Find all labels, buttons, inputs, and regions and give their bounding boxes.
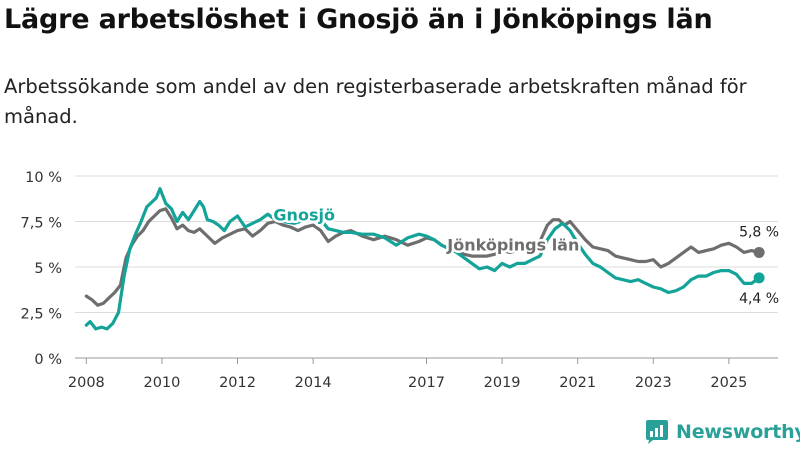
x-tick-label: 2019: [484, 375, 521, 391]
chart-title: Lägre arbetslöshet i Gnosjö än i Jönköpi…: [4, 4, 713, 35]
x-tick-label: 2010: [143, 375, 180, 391]
chart-subtitle: Arbetssökande som andel av den registerb…: [4, 75, 747, 128]
y-tick-label: 7,5 %: [21, 216, 62, 232]
y-tick-label: 0 %: [34, 352, 62, 368]
newsworthy-brand-name: Newsworthy: [676, 421, 800, 443]
end-label-gnosjo: 4,4 %: [739, 291, 779, 307]
series-line-jonkopings-lan: [84, 207, 761, 307]
newsworthy-logo: Newsworthy: [644, 419, 800, 445]
y-tick-label: 2,5 %: [21, 307, 62, 323]
y-tick-label: 5 %: [34, 261, 62, 277]
x-tick-label: 2023: [635, 375, 672, 391]
x-tick-label: 2025: [710, 375, 747, 391]
x-tick-label: 2008: [68, 375, 105, 391]
end-point-jonkopings-lan: [753, 246, 765, 258]
series-label-jonkopings-lan: Jönköpings län: [446, 236, 579, 255]
end-point-gnosjo: [753, 272, 765, 284]
newsworthy-logo-icon: [646, 420, 668, 444]
x-tick-label: 2021: [559, 375, 596, 391]
y-tick-label: 10 %: [25, 170, 62, 186]
end-label-jonkopings-lan: 5,8 %: [739, 224, 779, 240]
x-tick-label: 2014: [295, 375, 332, 391]
series-label-gnosjo: Gnosjö: [273, 206, 335, 225]
x-tick-label: 2012: [219, 375, 256, 391]
x-tick-label: 2017: [408, 375, 445, 391]
series-line-gnosjo: [84, 187, 761, 331]
